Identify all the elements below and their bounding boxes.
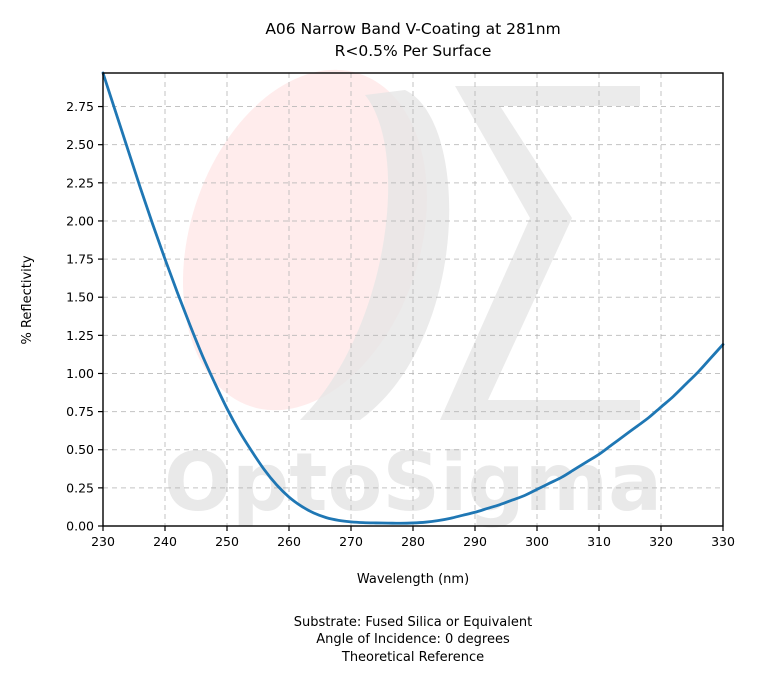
chart-subtitle: R<0.5% Per Surface	[335, 42, 492, 60]
reflectivity-series-line	[101, 71, 725, 525]
x-tick-label: 270	[339, 534, 363, 549]
x-tick-label: 230	[91, 534, 115, 549]
y-tick-label: 0.50	[66, 442, 94, 457]
y-axis-ticks: 0.00 0.25 0.50 0.75 1.00 1.25 1.50 1.75 2.00 2.25…	[66, 99, 103, 534]
x-tick-label: 330	[711, 534, 735, 549]
series-layer	[101, 71, 725, 525]
x-axis-ticks: 230 240 250 260 270 280 290 300 310 320 330	[91, 526, 735, 549]
y-tick-label: 1.00	[66, 366, 94, 381]
footnote-angle: Angle of Incidence: 0 degrees	[316, 632, 510, 647]
x-tick-label: 300	[525, 534, 549, 549]
footnote-reference: Theoretical Reference	[341, 650, 484, 665]
y-tick-label: 0.00	[66, 519, 94, 534]
x-tick-label: 260	[277, 534, 301, 549]
watermark-sigma-shape	[440, 86, 640, 420]
y-tick-label: 1.50	[66, 290, 94, 305]
watermark: OptoSigma	[164, 69, 662, 529]
x-tick-label: 280	[401, 534, 425, 549]
x-tick-label: 240	[153, 534, 177, 549]
y-tick-label: 1.25	[66, 328, 94, 343]
y-tick-label: 2.50	[66, 137, 94, 152]
x-axis-label: Wavelength (nm)	[357, 572, 469, 587]
y-tick-label: 0.25	[66, 480, 94, 495]
footnote-substrate: Substrate: Fused Silica or Equivalent	[294, 615, 532, 630]
y-tick-label: 2.25	[66, 175, 94, 190]
y-axis-label: % Reflectivity	[20, 255, 35, 344]
y-tick-label: 2.00	[66, 213, 94, 228]
chart-title: A06 Narrow Band V-Coating at 281nm	[265, 20, 560, 38]
y-tick-label: 0.75	[66, 404, 94, 419]
x-tick-label: 320	[649, 534, 673, 549]
x-tick-label: 310	[587, 534, 611, 549]
y-tick-label: 2.75	[66, 99, 94, 114]
y-tick-label: 1.75	[66, 252, 94, 267]
x-tick-label: 250	[215, 534, 239, 549]
x-tick-label: 290	[463, 534, 487, 549]
watermark-omega-shape	[300, 90, 450, 420]
